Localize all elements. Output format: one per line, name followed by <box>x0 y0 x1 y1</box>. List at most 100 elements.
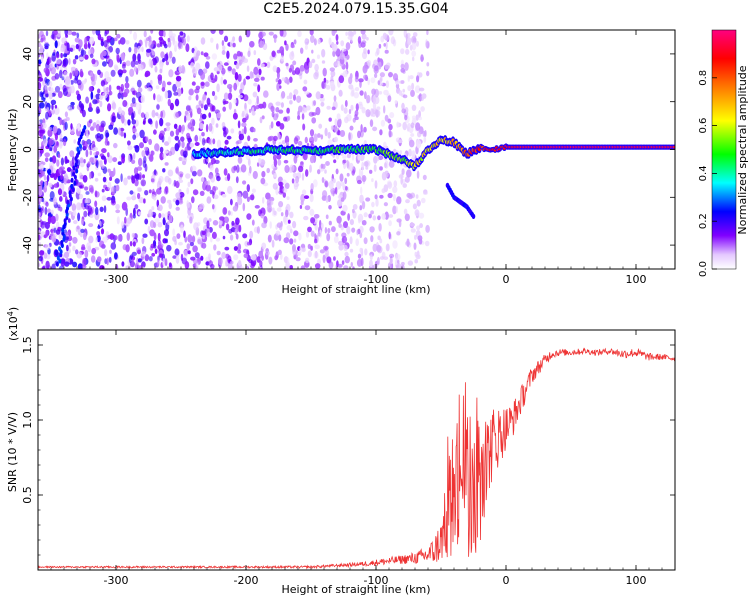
noise-cell <box>60 258 66 267</box>
noise-cell <box>227 185 233 195</box>
noise-cell <box>90 71 94 78</box>
noise-cell <box>38 182 41 186</box>
noise-cell <box>317 169 321 175</box>
noise-cell <box>60 157 64 166</box>
noise-cell <box>338 75 345 84</box>
noise-cell <box>406 238 410 247</box>
noise-cell <box>329 67 335 72</box>
noise-cell <box>68 58 71 65</box>
noise-cell <box>341 47 347 52</box>
noise-cell <box>156 188 162 195</box>
snr-frame <box>37 329 676 571</box>
noise-cell <box>388 214 394 218</box>
noise-cell <box>222 106 226 112</box>
noise-cell <box>38 150 41 160</box>
noise-cell <box>325 161 330 166</box>
x-tick-label: 100 <box>626 273 647 286</box>
noise-cell <box>189 216 193 224</box>
streak-cell <box>73 180 77 186</box>
noise-cell <box>42 265 46 269</box>
noise-cell <box>235 176 239 184</box>
noise-cell <box>44 45 49 50</box>
noise-cell <box>200 51 204 56</box>
noise-cell <box>103 205 107 213</box>
noise-cell <box>80 228 85 233</box>
noise-cell <box>227 92 233 101</box>
colorbar-gradient <box>711 29 737 270</box>
noise-cell <box>370 210 374 215</box>
noise-cell <box>70 80 74 85</box>
noise-cell <box>242 117 247 123</box>
noise-cell <box>289 100 293 105</box>
noise-cell <box>409 222 415 227</box>
noise-cell <box>120 52 126 61</box>
noise-cell <box>133 145 139 149</box>
noise-cell <box>97 69 101 76</box>
noise-cell <box>334 118 338 127</box>
noise-cell <box>292 60 297 66</box>
noise-cell <box>357 36 362 44</box>
noise-cell <box>299 64 305 72</box>
noise-cell <box>50 99 57 106</box>
noise-cell <box>414 85 421 93</box>
noise-cell <box>248 108 252 113</box>
noise-cell <box>249 71 253 79</box>
noise-cell <box>64 49 68 55</box>
noise-cell <box>311 49 314 54</box>
noise-cell <box>38 233 41 241</box>
noise-cell <box>179 191 185 198</box>
noise-cell <box>346 159 349 169</box>
noise-cell <box>49 62 54 69</box>
noise-cell <box>408 148 412 157</box>
noise-cell <box>360 186 363 195</box>
noise-cell <box>241 110 245 118</box>
noise-cell <box>92 99 98 105</box>
noise-cell <box>390 36 396 45</box>
noise-cell <box>238 94 244 99</box>
noise-cell <box>160 213 166 219</box>
noise-cell <box>356 229 359 236</box>
x-tick-label: -100 <box>364 273 389 286</box>
noise-cell <box>208 138 212 145</box>
x-tick-label: -200 <box>234 574 259 587</box>
noise-cell <box>345 42 351 51</box>
noise-cell <box>293 39 297 45</box>
colorbar-tick-label: 0.6 <box>698 118 709 134</box>
noise-cell <box>188 95 192 101</box>
noise-cell <box>156 43 161 48</box>
noise-cell <box>364 248 368 256</box>
noise-cell <box>117 92 122 99</box>
noise-cell <box>38 123 44 129</box>
noise-cell <box>109 249 112 254</box>
noise-cell <box>192 69 198 76</box>
noise-cell <box>317 133 321 138</box>
noise-cell <box>185 43 190 53</box>
noise-cell <box>138 172 142 181</box>
noise-cell <box>46 52 49 59</box>
noise-cell <box>165 122 171 127</box>
noise-cell <box>242 190 249 199</box>
noise-cell <box>211 90 216 97</box>
noise-cell <box>272 183 278 190</box>
noise-cell <box>182 150 188 158</box>
noise-cell <box>59 196 63 202</box>
noise-cell <box>175 128 180 136</box>
noise-cell <box>232 112 238 120</box>
noise-cell <box>334 187 338 195</box>
noise-cell <box>63 57 69 66</box>
noise-cell <box>407 85 412 92</box>
noise-cell <box>205 55 211 60</box>
noise-cell <box>348 76 353 85</box>
noise-cell <box>70 123 73 130</box>
noise-cell <box>130 102 134 108</box>
noise-cell <box>317 38 321 45</box>
noise-cell <box>313 214 320 219</box>
noise-cell <box>420 106 425 112</box>
noise-cell <box>241 122 247 128</box>
noise-cell <box>96 256 102 263</box>
noise-cell <box>57 153 61 158</box>
noise-cell <box>335 181 342 190</box>
noise-cell <box>243 58 249 64</box>
streak-cell <box>66 199 70 205</box>
noise-cell <box>208 253 211 261</box>
